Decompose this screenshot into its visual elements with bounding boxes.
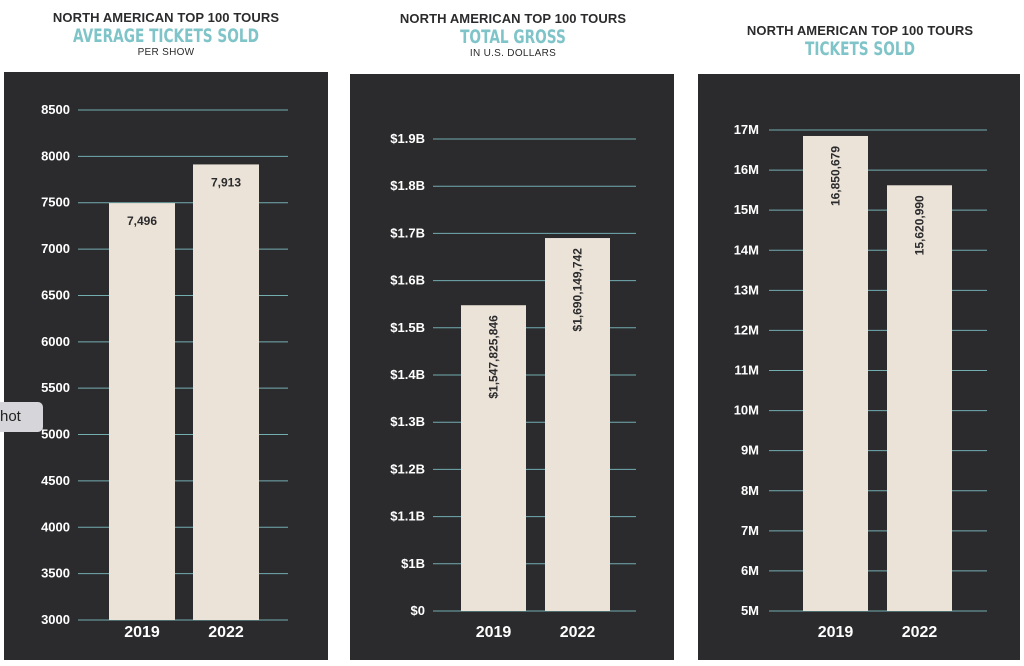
- chart3-title: TICKETS SOLD: [805, 38, 915, 60]
- chart1-tick-label: 7000: [41, 241, 70, 256]
- chart3-tick-label: 11M: [734, 363, 759, 378]
- chart2-tick-label: $1B: [401, 556, 425, 571]
- chart3-tick-label: 7M: [741, 523, 759, 538]
- chart3-header: NORTH AMERICAN TOP 100 TOURS TICKETS SOL…: [696, 23, 1024, 60]
- chart2-data-label: $1,547,825,846: [487, 315, 501, 399]
- chart1-header: NORTH AMERICAN TOP 100 TOURS AVERAGE TIC…: [0, 10, 332, 58]
- chart1-tick-label: 7500: [41, 195, 70, 210]
- chart2-tick-label: $0: [411, 603, 425, 618]
- chart2-tick-label: $1.6B: [390, 273, 425, 288]
- chart2-kicker: NORTH AMERICAN TOP 100 TOURS: [399, 11, 627, 26]
- chart3-bar-2019: [803, 135, 868, 611]
- chart2-tick-label: $1.8B: [390, 178, 425, 193]
- chart2-tick-label: $1.7B: [390, 225, 425, 240]
- chart2-category-label: 2019: [476, 624, 512, 641]
- chart1-subtitle: PER SHOW: [137, 47, 195, 58]
- chart3-tick-label: 12M: [734, 322, 759, 337]
- chart1-bar-2022: [193, 164, 259, 620]
- chart1-tick-label: 6000: [41, 334, 70, 349]
- chart3-data-label: 15,620,990: [913, 195, 927, 255]
- chart1-bar-2019: [109, 203, 175, 620]
- chart1-category-label: 2022: [208, 624, 244, 641]
- chart1-tick-label: 3500: [41, 566, 70, 581]
- chart3-tick-label: 13M: [734, 282, 759, 297]
- chart1-data-label: 7,913: [211, 175, 241, 189]
- chart2-header: NORTH AMERICAN TOP 100 TOURS TOTAL GROSS…: [348, 11, 678, 59]
- chart1-tick-label: 8000: [41, 148, 70, 163]
- chart2-tick-label: $1.9B: [390, 131, 425, 146]
- chart2-tick-label: $1.4B: [390, 367, 425, 382]
- chart2-tick-label: $1.2B: [390, 461, 425, 476]
- chart3-tick-label: 16M: [734, 162, 759, 177]
- chart1-tick-label: 4500: [41, 473, 70, 488]
- chart1-tick-label: 5000: [41, 427, 70, 442]
- chart1-tick-label: 5500: [41, 380, 70, 395]
- chart3-category-label: 2019: [818, 624, 854, 641]
- chart1-title: AVERAGE TICKETS SOLD: [73, 25, 259, 47]
- chart1-category-label: 2019: [124, 624, 160, 641]
- chart3-kicker: NORTH AMERICAN TOP 100 TOURS: [746, 23, 974, 38]
- chart2-tick-label: $1.1B: [390, 509, 425, 524]
- chart1-kicker: NORTH AMERICAN TOP 100 TOURS: [52, 10, 280, 25]
- chart3-tick-label: 8M: [741, 483, 759, 498]
- chart1-data-label: 7,496: [127, 214, 157, 228]
- chart2-bar-2019: [461, 305, 526, 611]
- chart3-tick-label: 15M: [734, 202, 759, 217]
- screenshot-overlay-tab[interactable]: hot: [0, 402, 43, 432]
- chart2-tick-label: $1.5B: [390, 320, 425, 335]
- chart2-data-label: $1,690,149,742: [571, 248, 585, 332]
- chart1-tick-label: 8500: [41, 102, 70, 117]
- chart1-tick-label: 4000: [41, 519, 70, 534]
- chart2-category-label: 2022: [560, 624, 596, 641]
- chart2-bar-2022: [545, 238, 610, 611]
- chart3-bar-2022: [887, 185, 952, 611]
- chart3-tick-label: 10M: [734, 403, 759, 418]
- chart1-tick-label: 3000: [41, 612, 70, 627]
- chart3-tick-label: 9M: [741, 443, 759, 458]
- chart2-subtitle: IN U.S. DOLLARS: [469, 48, 557, 59]
- chart3-tick-label: 17M: [734, 122, 759, 137]
- chart1-tick-label: 6500: [41, 287, 70, 302]
- chart3-tick-label: 14M: [734, 242, 759, 257]
- chart3-data-label: 16,850,679: [829, 146, 843, 206]
- chart3-tick-label: 6M: [741, 563, 759, 578]
- chart2-tick-label: $1.3B: [390, 414, 425, 429]
- chart3-category-label: 2022: [902, 624, 938, 641]
- chart2-title: TOTAL GROSS: [460, 26, 566, 48]
- chart3-tick-label: 5M: [741, 603, 759, 618]
